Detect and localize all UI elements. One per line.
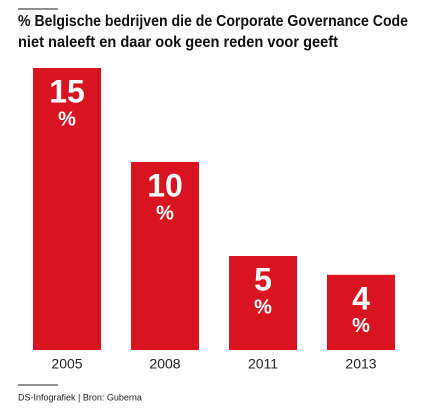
- bar: [131, 162, 199, 350]
- value-unit: %: [254, 296, 272, 318]
- x-tick-label: 2013: [345, 356, 376, 372]
- value-label: 10: [147, 167, 183, 203]
- value-label: 5: [254, 261, 272, 297]
- value-unit: %: [156, 202, 174, 224]
- bar: [229, 256, 297, 350]
- source: DS-Infografiek | Bron: Guberna: [18, 392, 142, 402]
- bar: [33, 68, 101, 350]
- x-tick-label: 2005: [51, 356, 82, 372]
- x-tick-label: 2011: [248, 356, 278, 372]
- value-label: 15: [49, 73, 85, 109]
- chart-title: % Belgische bedrijven die de Corporate G…: [18, 13, 408, 30]
- x-tick-label: 2008: [149, 356, 180, 372]
- value-unit: %: [352, 315, 370, 337]
- chart-title: niet naleeft en daar ook geen reden voor…: [18, 34, 339, 51]
- value-unit: %: [58, 108, 76, 130]
- value-label: 4: [352, 280, 370, 316]
- bar: [327, 274, 395, 350]
